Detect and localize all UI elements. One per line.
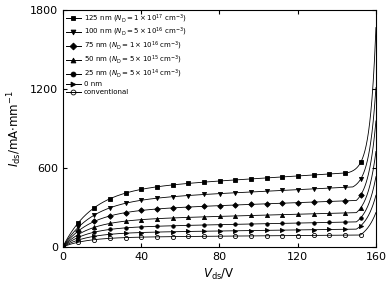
Legend: 125 nm ($N_\mathrm{D} = 1 \times 10^{17}$ cm$^{-3}$), 100 nm ($N_\mathrm{D} = 5 : 125 nm ($N_\mathrm{D} = 1 \times 10^{17}…: [64, 11, 188, 96]
Y-axis label: $I_\mathrm{ds}$/mA$\cdot$mm$^{-1}$: $I_\mathrm{ds}$/mA$\cdot$mm$^{-1}$: [5, 90, 24, 167]
X-axis label: $V_\mathrm{ds}$/V: $V_\mathrm{ds}$/V: [203, 267, 235, 283]
